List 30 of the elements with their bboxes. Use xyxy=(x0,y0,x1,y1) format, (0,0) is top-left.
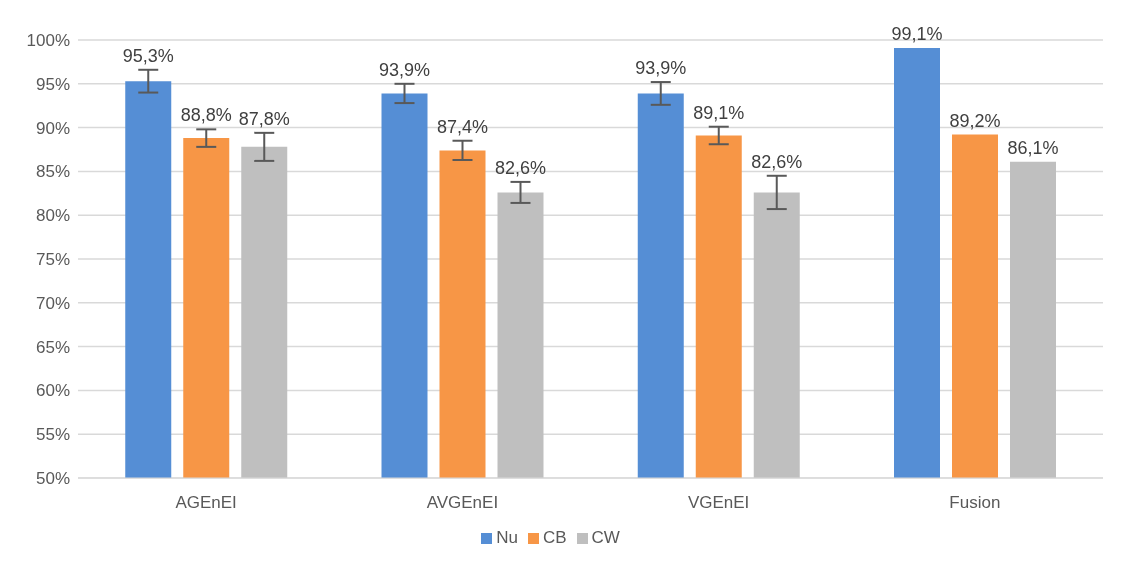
data-label: 93,9% xyxy=(635,58,687,79)
y-tick-label: 70% xyxy=(35,293,70,313)
data-label: 87,4% xyxy=(436,116,489,137)
x-tick-label: Fusion xyxy=(949,493,1001,513)
x-tick-label: AGEnEI xyxy=(175,493,237,513)
y-tick-label: 55% xyxy=(35,425,70,445)
x-tick-label: AVGEnEI xyxy=(426,493,499,513)
y-tick-label: 95% xyxy=(35,74,70,94)
legend-label: CB xyxy=(542,528,567,547)
y-tick-label: 60% xyxy=(35,381,70,401)
data-label: 86,1% xyxy=(1007,137,1059,158)
data-label: 87,8% xyxy=(238,108,290,129)
data-label: 93,9% xyxy=(378,59,431,80)
data-label: 88,8% xyxy=(180,105,232,126)
data-label: 95,3% xyxy=(122,45,174,66)
data-label: 82,6% xyxy=(494,157,547,178)
y-tick-label: 100% xyxy=(26,31,70,51)
data-label: 82,6% xyxy=(751,151,803,172)
legend-label: Nu xyxy=(496,528,518,547)
x-tick-label: VGEnEI xyxy=(687,493,750,513)
y-tick-label: 50% xyxy=(35,469,70,489)
y-tick-label: 80% xyxy=(35,206,70,226)
data-label: 99,1% xyxy=(891,23,943,44)
y-tick-label: 65% xyxy=(35,337,70,357)
y-tick-label: 75% xyxy=(35,250,70,270)
data-label: 89,2% xyxy=(949,110,1001,131)
y-tick-label: 90% xyxy=(35,118,70,138)
legend-label: CW xyxy=(591,528,620,547)
y-tick-label: 85% xyxy=(35,162,70,182)
data-label: 89,1% xyxy=(693,102,745,123)
